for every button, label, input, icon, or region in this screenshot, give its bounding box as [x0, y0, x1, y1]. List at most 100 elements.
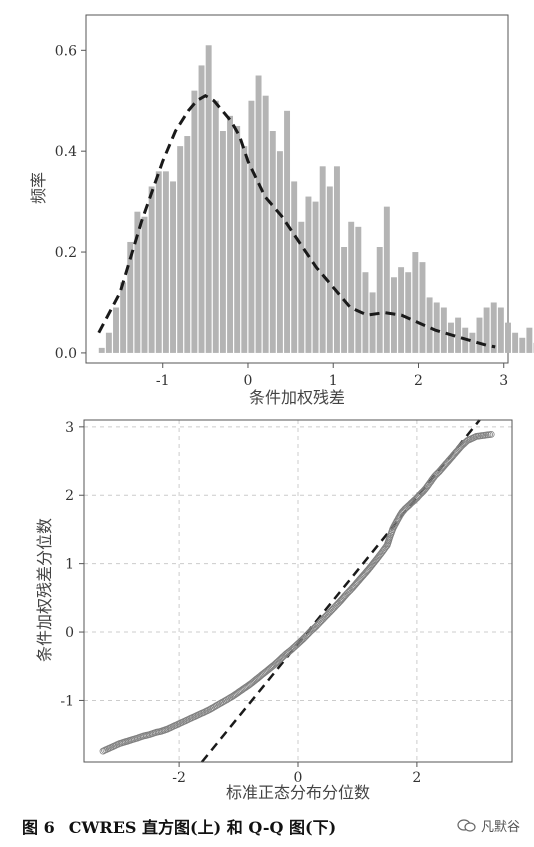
qq-point [344, 589, 352, 596]
histogram-bar [291, 181, 298, 353]
histogram-bar [134, 211, 141, 353]
histogram-bar [398, 267, 405, 353]
histogram-bar [212, 100, 219, 353]
qq-points [99, 430, 495, 755]
histogram-bar [455, 317, 462, 353]
histogram-bar [148, 186, 155, 353]
density-curve [97, 93, 496, 349]
histogram-bar [105, 332, 112, 353]
qq-point [333, 601, 341, 608]
qq-point [304, 631, 311, 638]
histogram-bar [362, 272, 369, 353]
histogram-bar [205, 45, 212, 353]
qq-point [432, 471, 440, 479]
y-tick-label: 0.2 [55, 245, 77, 261]
histogram-y-axis-label: 频率 [29, 172, 48, 204]
histogram-bar [426, 297, 433, 353]
qq-plot-panel: -2 0 2 -1 0 1 2 3 标准正态分布分位数 条件加权残差分位数 [35, 419, 513, 802]
histogram-bar [355, 226, 362, 353]
qq-point [315, 619, 323, 627]
histogram-bar [526, 327, 533, 353]
histogram-bar [305, 196, 312, 353]
histogram-x-axis-label: 条件加权残差 [249, 388, 345, 407]
qq-x-ticks: -2 0 2 [172, 762, 421, 786]
qq-point [331, 603, 339, 611]
y-tick-label: 2 [65, 488, 74, 504]
qq-y-ticks: -1 0 1 2 3 [60, 420, 84, 709]
histogram-bar [519, 337, 526, 353]
qq-point [431, 472, 439, 480]
qq-point [300, 634, 308, 642]
qq-point [329, 605, 336, 613]
histogram-bar [419, 262, 426, 353]
histogram-bar [98, 347, 105, 353]
histogram-bar [141, 216, 148, 353]
histogram-bar [248, 100, 255, 353]
histogram-bar [120, 282, 127, 353]
qq-point [317, 618, 325, 625]
qq-point [318, 617, 326, 624]
histogram-bar [255, 75, 262, 353]
histogram-bar [512, 332, 519, 353]
figure-caption: 图 6 CWRES 直方图(上) 和 Q-Q 图(下) [22, 814, 350, 838]
histogram-bar [490, 302, 497, 353]
qq-point [320, 614, 328, 622]
qq-x-axis-label: 标准正态分布分位数 [226, 783, 370, 802]
x-tick-label: 1 [329, 373, 338, 389]
histogram-x-ticks: -1 0 1 2 3 [156, 363, 508, 389]
watermark: 凡默谷 [457, 816, 520, 835]
histogram-bar [269, 131, 276, 353]
histogram-bar [241, 146, 248, 353]
qq-point [332, 602, 340, 609]
histogram-bar [383, 206, 390, 353]
qq-point [319, 615, 327, 623]
histogram-bar [191, 90, 198, 353]
qq-point [298, 637, 306, 644]
y-tick-label: 0 [65, 625, 74, 641]
y-tick-label: 3 [65, 420, 74, 436]
qq-point [235, 688, 243, 696]
qq-point [302, 632, 310, 640]
watermark-text: 凡默谷 [480, 820, 520, 835]
histogram-bar [127, 241, 134, 353]
y-tick-label: 1 [65, 557, 74, 573]
histogram-bar [333, 166, 340, 353]
qq-point [233, 689, 241, 697]
qq-point [321, 613, 329, 621]
qq-point [342, 591, 350, 599]
histogram-bar [184, 136, 191, 353]
histogram-bar [276, 151, 283, 353]
qq-grid [84, 420, 512, 762]
x-tick-label: -1 [156, 373, 170, 389]
histogram-bar [376, 247, 383, 353]
qq-point [312, 623, 320, 630]
histogram-panel: -1 0 1 2 3 0.0 0.2 0.4 0.6 条件加权残差 频率 [29, 14, 534, 407]
figure-number: 图 6 [22, 818, 55, 837]
histogram-bar [162, 171, 169, 353]
histogram-bar [469, 332, 476, 353]
qq-point [327, 607, 335, 614]
histogram-bar [448, 322, 454, 353]
histogram-bar [298, 221, 305, 353]
histogram-bar [348, 221, 355, 353]
qq-y-axis-label: 条件加权残差分位数 [35, 518, 54, 662]
histogram-bar [113, 307, 119, 353]
qq-point [324, 610, 332, 618]
x-tick-label: 0 [294, 770, 303, 786]
y-tick-label: 0.0 [55, 346, 77, 362]
x-tick-label: -2 [172, 770, 186, 786]
x-tick-label: 3 [499, 373, 508, 389]
qq-point [305, 629, 313, 637]
x-tick-label: 2 [414, 373, 423, 389]
y-tick-label: 0.4 [55, 144, 77, 160]
qq-point [311, 624, 319, 632]
histogram-bar [284, 110, 291, 353]
histogram-bar [312, 201, 319, 353]
qq-point [343, 590, 351, 598]
qq-point [301, 633, 309, 641]
x-tick-label: 2 [412, 770, 421, 786]
wechat-icon [457, 818, 476, 832]
qq-point [325, 609, 333, 617]
qq-point [314, 620, 322, 628]
